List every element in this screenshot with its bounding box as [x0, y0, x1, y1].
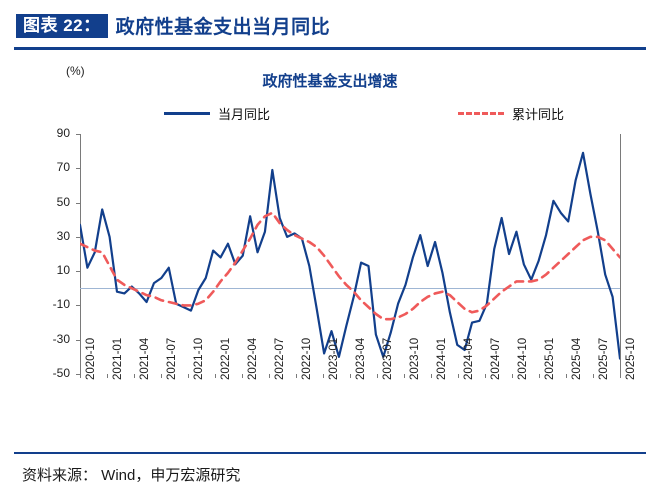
x-tick-label: 2025-01 [544, 337, 556, 380]
x-tick-mark [296, 374, 297, 378]
x-tick-label: 2021-07 [166, 337, 178, 380]
legend-label-cumulative: 累计同比 [511, 107, 564, 122]
x-tick-label: 2025-04 [571, 337, 583, 380]
y-tick-mark [76, 374, 80, 375]
x-tick-mark [188, 374, 189, 378]
x-tick-mark [107, 374, 108, 378]
series-line-0 [80, 151, 620, 360]
y-tick-label: -10 [52, 297, 70, 312]
header-divider [14, 47, 646, 50]
x-tick-label: 2024-01 [436, 337, 448, 380]
x-tick-label: 2021-10 [193, 337, 205, 380]
x-tick-mark [404, 374, 405, 378]
figure-number-badge: 图表 22： [16, 13, 108, 38]
y-tick-mark [76, 305, 80, 307]
x-tick-mark [377, 374, 378, 378]
y-axis-right [620, 134, 621, 374]
chart-title: 政府性基金支出增速 [262, 73, 398, 90]
x-tick-mark [620, 374, 621, 378]
x-tick-label: 2021-04 [139, 337, 151, 380]
unit-label: (%) [66, 64, 85, 78]
legend-swatch-cumulative [457, 112, 504, 115]
x-tick-label: 2022-04 [247, 337, 259, 380]
x-tick-mark [485, 374, 486, 378]
x-tick-mark [512, 374, 513, 378]
x-tick-label: 2022-10 [301, 337, 313, 380]
y-tick-mark [76, 339, 80, 341]
y-tick-mark [76, 134, 80, 135]
x-tick-label: 2024-07 [490, 337, 502, 380]
y-tick-mark [76, 271, 80, 273]
y-tick-label: -30 [52, 331, 70, 346]
x-tick-label: 2023-07 [382, 337, 394, 380]
x-tick-mark [323, 374, 324, 378]
x-tick-label: 2021-01 [112, 337, 124, 380]
y-tick-label: -50 [52, 366, 70, 380]
x-tick-label: 2023-01 [328, 337, 340, 380]
y-tick-label: 70 [56, 160, 70, 175]
x-tick-label: 2024-10 [517, 337, 529, 380]
y-tick-mark [76, 236, 80, 238]
figure-header: 图表 22： 政府性基金支出当月同比 [0, 0, 660, 54]
legend-item-monthly: 当月同比 [164, 104, 270, 123]
y-tick-label: 50 [56, 194, 70, 209]
x-tick-label: 2024-04 [463, 337, 475, 380]
series-line-1 [80, 211, 620, 321]
x-tick-label: 2022-01 [220, 337, 232, 380]
x-tick-mark [350, 374, 351, 378]
y-axis-left [80, 134, 81, 374]
legend-swatch-monthly [164, 112, 210, 115]
x-tick-mark [242, 374, 243, 378]
x-tick-mark [566, 374, 567, 378]
x-tick-label: 2025-07 [598, 337, 610, 380]
y-tick-mark [76, 202, 80, 204]
x-tick-label: 2023-04 [355, 337, 367, 380]
x-tick-mark [134, 374, 135, 378]
y-tick-label: 30 [56, 228, 70, 243]
legend-item-cumulative: 累计同比 [457, 104, 564, 123]
footer-divider [14, 452, 646, 454]
y-tick-label: 10 [56, 263, 70, 278]
x-tick-label: 2025-10 [625, 337, 637, 380]
x-tick-mark [161, 374, 162, 378]
x-tick-mark [593, 374, 594, 378]
legend-label-monthly: 当月同比 [218, 107, 271, 122]
source-note: 资料来源： Wind，申万宏源研究 [22, 467, 241, 484]
x-tick-mark [458, 374, 459, 378]
x-tick-mark [80, 374, 81, 378]
x-tick-label: 2023-10 [409, 337, 421, 380]
y-tick-label: 90 [56, 126, 70, 140]
x-tick-mark [431, 374, 432, 378]
x-tick-label: 2022-07 [274, 337, 286, 380]
figure-header-inner: 图表 22： 政府性基金支出当月同比 [16, 12, 330, 39]
figure-title: 政府性基金支出当月同比 [115, 17, 331, 38]
chart-area: (%) 政府性基金支出增速 当月同比 累计同比 90 70 50 30 10 -10 -30… [14, 56, 646, 450]
series-plot [80, 151, 620, 360]
x-tick-label: 2020-10 [85, 337, 97, 380]
x-tick-mark [539, 374, 540, 378]
y-tick-mark [76, 168, 80, 170]
x-tick-mark [269, 374, 270, 378]
x-tick-mark [215, 374, 216, 378]
chart-legend: 当月同比 累计同比 [164, 104, 564, 123]
